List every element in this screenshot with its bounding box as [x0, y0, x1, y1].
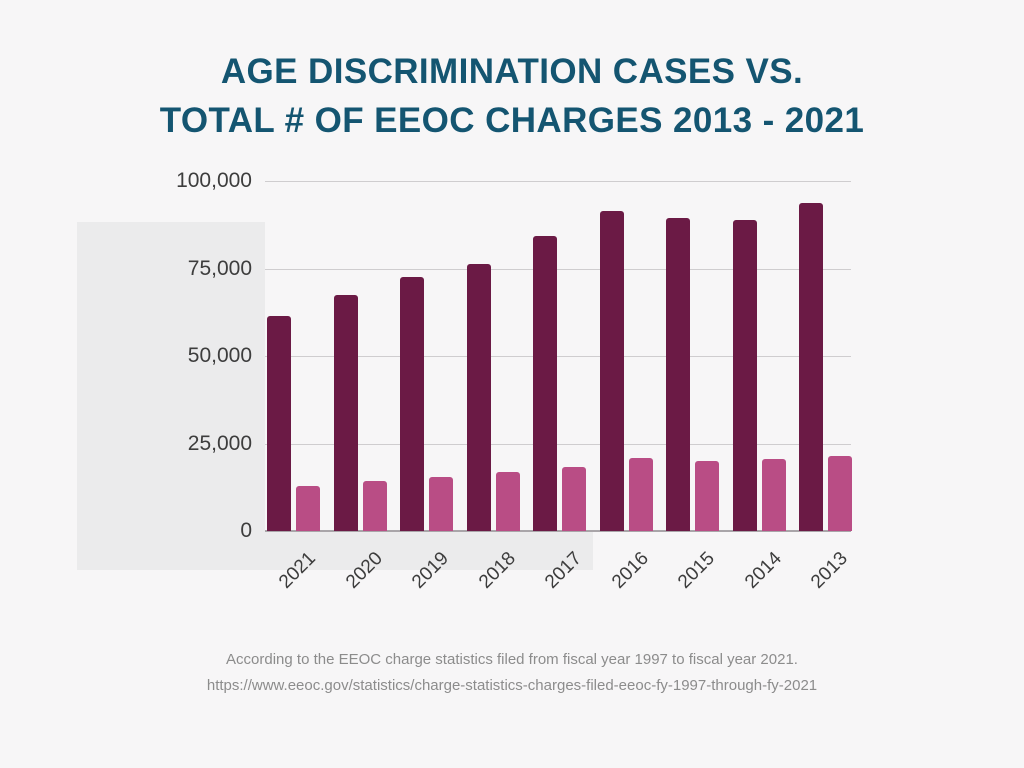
bar-total-2021: [267, 316, 291, 531]
bar-age-2019: [429, 476, 453, 531]
y-tick-label-0: 0: [240, 519, 252, 542]
y-tick-label-50000: 50,000: [187, 344, 252, 367]
bar-age-2018: [495, 471, 520, 531]
bar-total-2017: [533, 236, 557, 531]
bar-total-2015: [666, 218, 690, 531]
footer-source-url: https://www.eeoc.gov/statistics/charge-s…: [206, 677, 818, 694]
x-tick-label-2016: 2016: [607, 548, 653, 593]
footer-source-text: According to the EEOC charge statistics …: [226, 651, 798, 668]
bar-total-2018: [466, 263, 491, 531]
plot-area: [265, 181, 852, 532]
bar-total-2020: [333, 294, 358, 531]
bar-age-2017: [562, 466, 586, 531]
bar-total-2016: [599, 210, 624, 531]
x-tick-label-2013: 2013: [807, 548, 852, 593]
gridline-50000: [265, 356, 851, 357]
gridline-75000: [265, 268, 851, 270]
chart-title-line2: TOTAL # OF EEOC CHARGES 2013 - 2021: [159, 101, 865, 140]
chart-title: AGE DISCRIMINATION CASES VS. TOTAL # OF …: [0, 47, 1024, 145]
bar-age-2021: [296, 485, 320, 531]
x-axis-baseline: [265, 530, 851, 532]
gridline-100000: [265, 181, 851, 182]
bar-total-2019: [400, 276, 424, 531]
bar-total-2014: [732, 220, 757, 531]
x-tick-label-2014: 2014: [740, 548, 786, 593]
bar-age-2013: [828, 456, 852, 531]
y-tick-label-25000: 25,000: [187, 431, 252, 455]
gridline-25000: [265, 443, 851, 445]
bar-total-2013: [799, 202, 823, 531]
x-tick-label-2015: 2015: [674, 548, 719, 593]
chart-footer: According to the EEOC charge statistics …: [0, 647, 1024, 699]
bar-age-2020: [362, 481, 387, 531]
y-tick-label-100000: 100,000: [176, 169, 252, 192]
y-tick-label-75000: 75,000: [187, 256, 252, 280]
chart-title-line1: AGE DISCRIMINATION CASES VS.: [220, 52, 804, 91]
bar-age-2016: [628, 458, 653, 531]
bar-age-2015: [695, 460, 719, 531]
bar-age-2014: [761, 458, 786, 531]
